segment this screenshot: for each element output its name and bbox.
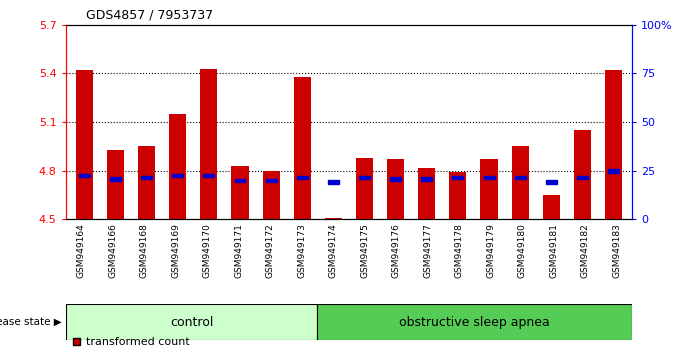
Text: GSM949173: GSM949173: [297, 223, 306, 278]
Text: GSM949178: GSM949178: [455, 223, 464, 278]
Text: GSM949170: GSM949170: [202, 223, 212, 278]
Bar: [453, 176, 464, 179]
Text: GSM949183: GSM949183: [612, 223, 621, 278]
Bar: [138, 147, 155, 219]
Text: GSM949175: GSM949175: [360, 223, 369, 278]
Bar: [577, 176, 588, 179]
Text: GSM949177: GSM949177: [423, 223, 432, 278]
Bar: [449, 172, 466, 219]
Text: GSM949176: GSM949176: [392, 223, 401, 278]
Text: GSM949182: GSM949182: [580, 223, 589, 278]
Bar: [297, 176, 307, 179]
Bar: [294, 77, 311, 219]
Text: GSM949179: GSM949179: [486, 223, 495, 278]
Bar: [418, 167, 435, 219]
Bar: [387, 159, 404, 219]
Bar: [76, 70, 93, 219]
Bar: [169, 114, 187, 219]
Text: GSM949174: GSM949174: [329, 223, 338, 278]
Bar: [480, 159, 498, 219]
Text: GSM949168: GSM949168: [140, 223, 149, 278]
Text: GSM949169: GSM949169: [171, 223, 180, 278]
Bar: [234, 179, 245, 182]
Bar: [546, 181, 557, 184]
Text: disease state ▶: disease state ▶: [0, 317, 62, 327]
Bar: [359, 176, 370, 179]
Bar: [390, 177, 401, 181]
Bar: [515, 176, 526, 179]
Bar: [79, 174, 90, 177]
Text: GSM949171: GSM949171: [234, 223, 243, 278]
Bar: [203, 174, 214, 177]
Bar: [66, 304, 317, 340]
Text: GSM949172: GSM949172: [266, 223, 275, 278]
Bar: [422, 177, 433, 181]
Bar: [608, 169, 619, 173]
Bar: [263, 171, 280, 219]
Text: GSM949166: GSM949166: [108, 223, 117, 278]
Bar: [200, 69, 218, 219]
Bar: [265, 179, 276, 182]
Text: control: control: [170, 316, 214, 329]
Text: transformed count: transformed count: [86, 337, 189, 347]
Bar: [231, 166, 249, 219]
Bar: [605, 70, 622, 219]
Bar: [484, 176, 495, 179]
Bar: [325, 218, 342, 219]
Bar: [574, 130, 591, 219]
Bar: [511, 147, 529, 219]
Text: GSM949181: GSM949181: [549, 223, 558, 278]
Text: GSM949164: GSM949164: [77, 223, 86, 278]
Bar: [542, 195, 560, 219]
Text: GDS4857 / 7953737: GDS4857 / 7953737: [86, 8, 214, 21]
Bar: [141, 176, 152, 179]
Bar: [356, 158, 373, 219]
Bar: [107, 150, 124, 219]
Bar: [110, 177, 121, 181]
Bar: [328, 181, 339, 184]
Text: GSM949180: GSM949180: [518, 223, 527, 278]
Text: obstructive sleep apnea: obstructive sleep apnea: [399, 316, 550, 329]
Bar: [172, 174, 183, 177]
Bar: [317, 304, 632, 340]
